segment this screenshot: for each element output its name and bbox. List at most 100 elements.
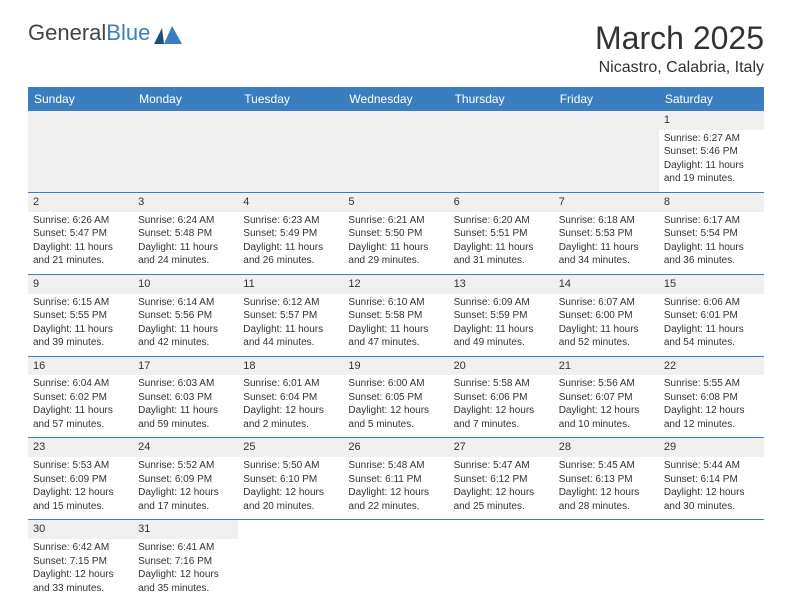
- daylight-text: Daylight: 11 hours: [454, 241, 549, 255]
- daylight-text: and 12 minutes.: [664, 418, 759, 432]
- daylight-text: Daylight: 12 hours: [243, 486, 338, 500]
- daylight-text: and 10 minutes.: [559, 418, 654, 432]
- sunrise-text: Sunrise: 6:03 AM: [138, 377, 233, 391]
- sunset-text: Sunset: 6:04 PM: [243, 391, 338, 405]
- sunset-text: Sunset: 5:51 PM: [454, 227, 549, 241]
- sunset-text: Sunset: 6:02 PM: [33, 391, 128, 405]
- sunset-text: Sunset: 6:14 PM: [664, 473, 759, 487]
- sunset-text: Sunset: 5:50 PM: [348, 227, 443, 241]
- sunrise-text: Sunrise: 5:45 AM: [559, 459, 654, 473]
- calendar-cell: 12Sunrise: 6:10 AMSunset: 5:58 PMDayligh…: [343, 274, 448, 356]
- daylight-text: Daylight: 12 hours: [348, 404, 443, 418]
- sunset-text: Sunset: 6:01 PM: [664, 309, 759, 323]
- calendar-cell: 21Sunrise: 5:56 AMSunset: 6:07 PMDayligh…: [554, 356, 659, 438]
- day-number: 16: [28, 357, 133, 376]
- daylight-text: Daylight: 11 hours: [33, 241, 128, 255]
- logo-text-blue: Blue: [106, 20, 150, 46]
- calendar-cell: 25Sunrise: 5:50 AMSunset: 6:10 PMDayligh…: [238, 438, 343, 520]
- sunset-text: Sunset: 6:09 PM: [33, 473, 128, 487]
- daylight-text: Daylight: 11 hours: [664, 159, 759, 173]
- daylight-text: Daylight: 12 hours: [348, 486, 443, 500]
- calendar-cell: 16Sunrise: 6:04 AMSunset: 6:02 PMDayligh…: [28, 356, 133, 438]
- calendar-week-row: 30Sunrise: 6:42 AMSunset: 7:15 PMDayligh…: [28, 520, 764, 601]
- day-number: 11: [238, 275, 343, 294]
- daylight-text: and 20 minutes.: [243, 500, 338, 514]
- day-number: 15: [659, 275, 764, 294]
- daylight-text: and 57 minutes.: [33, 418, 128, 432]
- daylight-text: Daylight: 11 hours: [33, 404, 128, 418]
- daylight-text: and 36 minutes.: [664, 254, 759, 268]
- weekday-header: Monday: [133, 87, 238, 111]
- daylight-text: and 33 minutes.: [33, 582, 128, 596]
- calendar-cell: 30Sunrise: 6:42 AMSunset: 7:15 PMDayligh…: [28, 520, 133, 601]
- sunrise-text: Sunrise: 6:21 AM: [348, 214, 443, 228]
- day-number: 14: [554, 275, 659, 294]
- sunrise-text: Sunrise: 6:12 AM: [243, 296, 338, 310]
- day-number: 31: [133, 520, 238, 539]
- daylight-text: and 25 minutes.: [454, 500, 549, 514]
- calendar-cell: 23Sunrise: 5:53 AMSunset: 6:09 PMDayligh…: [28, 438, 133, 520]
- day-number: 2: [28, 193, 133, 212]
- day-number: 25: [238, 438, 343, 457]
- sunset-text: Sunset: 5:54 PM: [664, 227, 759, 241]
- sunrise-text: Sunrise: 6:06 AM: [664, 296, 759, 310]
- calendar-cell: 7Sunrise: 6:18 AMSunset: 5:53 PMDaylight…: [554, 192, 659, 274]
- sunset-text: Sunset: 6:10 PM: [243, 473, 338, 487]
- sunrise-text: Sunrise: 5:56 AM: [559, 377, 654, 391]
- day-number: 19: [343, 357, 448, 376]
- sunset-text: Sunset: 6:09 PM: [138, 473, 233, 487]
- daylight-text: and 29 minutes.: [348, 254, 443, 268]
- sunset-text: Sunset: 6:05 PM: [348, 391, 443, 405]
- daylight-text: Daylight: 11 hours: [559, 241, 654, 255]
- sunset-text: Sunset: 5:56 PM: [138, 309, 233, 323]
- calendar-cell: [133, 111, 238, 192]
- sunrise-text: Sunrise: 5:58 AM: [454, 377, 549, 391]
- day-number: 4: [238, 193, 343, 212]
- daylight-text: Daylight: 12 hours: [454, 486, 549, 500]
- calendar-cell: [449, 111, 554, 192]
- sunset-text: Sunset: 5:57 PM: [243, 309, 338, 323]
- calendar-table: SundayMondayTuesdayWednesdayThursdayFrid…: [28, 87, 764, 601]
- daylight-text: Daylight: 11 hours: [454, 323, 549, 337]
- calendar-week-row: 9Sunrise: 6:15 AMSunset: 5:55 PMDaylight…: [28, 274, 764, 356]
- sunset-text: Sunset: 5:48 PM: [138, 227, 233, 241]
- sunset-text: Sunset: 5:49 PM: [243, 227, 338, 241]
- day-number: 10: [133, 275, 238, 294]
- sunrise-text: Sunrise: 6:42 AM: [33, 541, 128, 555]
- daylight-text: and 22 minutes.: [348, 500, 443, 514]
- daylight-text: Daylight: 11 hours: [243, 323, 338, 337]
- day-number: 20: [449, 357, 554, 376]
- sunset-text: Sunset: 6:06 PM: [454, 391, 549, 405]
- sunrise-text: Sunrise: 6:17 AM: [664, 214, 759, 228]
- calendar-cell: [343, 111, 448, 192]
- calendar-week-row: 16Sunrise: 6:04 AMSunset: 6:02 PMDayligh…: [28, 356, 764, 438]
- calendar-cell: 10Sunrise: 6:14 AMSunset: 5:56 PMDayligh…: [133, 274, 238, 356]
- sunset-text: Sunset: 6:12 PM: [454, 473, 549, 487]
- calendar-cell: 13Sunrise: 6:09 AMSunset: 5:59 PMDayligh…: [449, 274, 554, 356]
- sunrise-text: Sunrise: 5:53 AM: [33, 459, 128, 473]
- daylight-text: Daylight: 11 hours: [138, 404, 233, 418]
- daylight-text: Daylight: 12 hours: [664, 486, 759, 500]
- location: Nicastro, Calabria, Italy: [595, 59, 764, 77]
- calendar-cell: [554, 111, 659, 192]
- calendar-cell: 8Sunrise: 6:17 AMSunset: 5:54 PMDaylight…: [659, 192, 764, 274]
- day-number: 26: [343, 438, 448, 457]
- sunset-text: Sunset: 6:08 PM: [664, 391, 759, 405]
- daylight-text: Daylight: 12 hours: [33, 568, 128, 582]
- sunrise-text: Sunrise: 6:27 AM: [664, 132, 759, 146]
- daylight-text: Daylight: 11 hours: [138, 323, 233, 337]
- calendar-cell: 24Sunrise: 5:52 AMSunset: 6:09 PMDayligh…: [133, 438, 238, 520]
- sunrise-text: Sunrise: 5:55 AM: [664, 377, 759, 391]
- weekday-header: Sunday: [28, 87, 133, 111]
- sunset-text: Sunset: 7:16 PM: [138, 555, 233, 569]
- daylight-text: Daylight: 11 hours: [348, 241, 443, 255]
- sunset-text: Sunset: 7:15 PM: [33, 555, 128, 569]
- sunset-text: Sunset: 6:03 PM: [138, 391, 233, 405]
- sunset-text: Sunset: 5:46 PM: [664, 145, 759, 159]
- daylight-text: and 52 minutes.: [559, 336, 654, 350]
- daylight-text: and 59 minutes.: [138, 418, 233, 432]
- sunset-text: Sunset: 6:11 PM: [348, 473, 443, 487]
- calendar-cell: 18Sunrise: 6:01 AMSunset: 6:04 PMDayligh…: [238, 356, 343, 438]
- sunset-text: Sunset: 6:13 PM: [559, 473, 654, 487]
- sunset-text: Sunset: 5:47 PM: [33, 227, 128, 241]
